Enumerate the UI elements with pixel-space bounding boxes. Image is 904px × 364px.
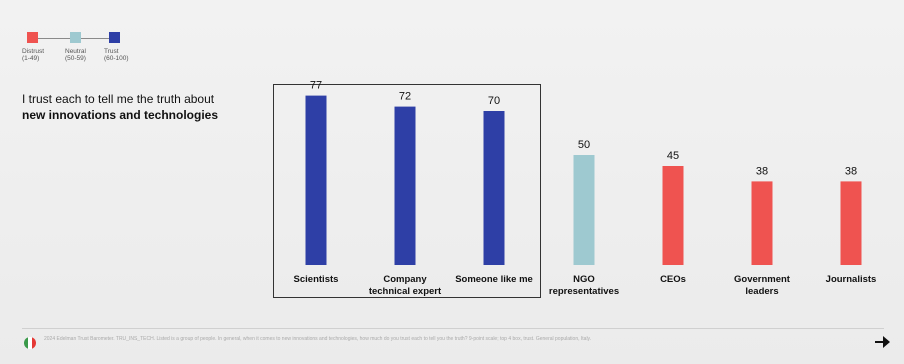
category-label: Someone like me: [455, 274, 533, 285]
category-label: Company technical expert: [369, 274, 442, 297]
legend-label-neutral: Neutral (50-59): [65, 48, 86, 62]
headline-line-2: new innovations and technologies: [22, 108, 219, 122]
highlight-box: [273, 84, 541, 298]
category-label: Journalists: [826, 274, 877, 285]
category-label: CEOs: [660, 274, 686, 285]
footer-divider: [22, 328, 884, 329]
category-label: Scientists: [294, 274, 339, 285]
value-label: 50: [578, 139, 590, 151]
bar-government-leaders: [751, 181, 773, 265]
value-label: 77: [310, 80, 322, 92]
value-label: 38: [756, 165, 768, 177]
flag-stripe-red: [32, 337, 36, 349]
bar-ceos: [662, 166, 684, 265]
legend-swatch-distrust: [27, 32, 38, 43]
bar-someone-like-me: [483, 111, 505, 265]
value-label: 38: [845, 165, 857, 177]
italy-flag-icon: [24, 337, 36, 349]
legend-item-trust: Trust (60-100): [104, 32, 144, 62]
bar-ngo-representatives: [573, 155, 595, 265]
value-label: 70: [488, 95, 500, 107]
legend-swatch-neutral: [70, 32, 81, 43]
bar-scientists: [305, 95, 327, 265]
legend-item-distrust: Distrust (1-49): [22, 32, 62, 62]
category-label: Government leaders: [734, 274, 791, 297]
bar-chart: 77 Scientists 72 Company technical expert 70 S…: [294, 80, 877, 297]
bar-journalists: [840, 181, 862, 265]
chart-headline: I trust each to tell me the truth about …: [22, 91, 262, 123]
legend-item-neutral: Neutral (50-59): [65, 32, 105, 62]
legend-label-trust: Trust (60-100): [104, 48, 129, 62]
legend: Distrust (1-49) Neutral (50-59) Trust (6…: [22, 30, 152, 70]
footer-source-note: 2024 Edelman Trust Barometer. TRU_INS_TE…: [44, 336, 592, 342]
legend-label-distrust: Distrust (1-49): [22, 48, 45, 62]
value-label: 45: [667, 150, 679, 162]
flag-stripe-white: [28, 337, 32, 349]
category-label: NGO representatives: [549, 274, 619, 297]
next-arrow-icon[interactable]: [873, 333, 891, 351]
value-label: 72: [399, 91, 411, 103]
legend-swatch-trust: [109, 32, 120, 43]
headline-line-1: I trust each to tell me the truth about: [22, 92, 215, 106]
bar-company-technical-expert: [394, 106, 416, 265]
flag-stripe-green: [24, 337, 28, 349]
